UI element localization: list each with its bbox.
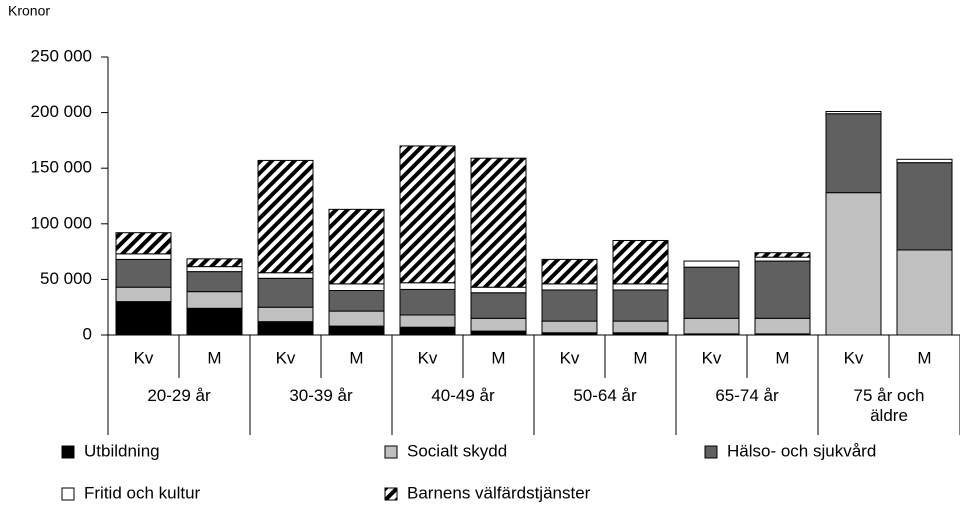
bar-segment	[186, 307, 243, 336]
legend-swatch	[61, 445, 75, 459]
bar-segment	[825, 110, 882, 115]
legend-label: Utbildning	[84, 441, 160, 460]
bar-segment	[541, 258, 598, 285]
group-label: 40-49 år	[431, 386, 495, 405]
bar-segment	[328, 283, 385, 292]
legend-label: Socialt skydd	[407, 441, 507, 460]
bar-segment	[470, 286, 527, 294]
bar-segment	[470, 317, 527, 332]
y-tick-label: 200 000	[31, 102, 92, 121]
x-tick-label: M	[633, 348, 647, 367]
bar-segment	[399, 282, 456, 290]
bar-segment	[115, 258, 172, 288]
bar-segment	[754, 252, 811, 258]
legend-label: Barnens välfärdstjänster	[407, 483, 591, 502]
y-tick-label: 150 000	[31, 158, 92, 177]
bar-segment	[825, 192, 882, 336]
y-tick-label: 250 000	[31, 46, 92, 65]
bar-segment	[541, 320, 598, 334]
legend-label: Hälso- och sjukvård	[727, 441, 876, 460]
y-tick-label: 100 000	[31, 213, 92, 232]
bar-segment	[257, 159, 314, 274]
bar-segment	[541, 289, 598, 322]
legend-swatch	[384, 445, 398, 459]
bar-segment	[257, 272, 314, 279]
bar-segment	[612, 283, 669, 291]
bar-segment	[115, 286, 172, 303]
bar-segment	[115, 232, 172, 255]
bar-segment	[257, 321, 314, 336]
bar-segment	[115, 301, 172, 336]
bar-segment	[896, 158, 953, 164]
x-tick-label: M	[349, 348, 363, 367]
group-label: 30-39 år	[289, 386, 353, 405]
bar-segment	[683, 266, 740, 319]
bar-segment	[754, 317, 811, 335]
bar-segment	[186, 258, 243, 268]
x-tick-label: M	[207, 348, 221, 367]
bar-segment	[541, 283, 598, 291]
group-label: 50-64 år	[573, 386, 637, 405]
x-tick-label: M	[491, 348, 505, 367]
bar-segment	[470, 330, 527, 336]
legend-label: Fritid och kultur	[84, 483, 201, 502]
bar-segment	[399, 288, 456, 316]
group-label: 75 år och äldre	[853, 386, 925, 425]
x-tick-label: Kv	[560, 348, 580, 367]
y-axis-label: Kronor	[8, 3, 50, 19]
bar-segment	[612, 289, 669, 322]
bar-segment	[257, 277, 314, 308]
bar-segment	[612, 239, 669, 285]
bar-segment	[754, 260, 811, 319]
bar-segment	[328, 208, 385, 285]
bar-segment	[328, 325, 385, 336]
y-tick-label: 50 000	[40, 269, 92, 288]
y-tick-label: 0	[83, 324, 92, 343]
bar-segment	[186, 266, 243, 273]
bar-segment	[328, 290, 385, 312]
bar-segment	[399, 326, 456, 336]
bar-segment	[470, 157, 527, 288]
legend-swatch	[61, 487, 75, 501]
bar-segment	[257, 306, 314, 323]
legend-swatch	[384, 487, 398, 501]
legend-swatch	[704, 445, 718, 459]
bar-segment	[470, 292, 527, 319]
x-tick-label: Kv	[134, 348, 154, 367]
bar-segment	[754, 256, 811, 262]
bar-segment	[328, 310, 385, 327]
bar-segment	[825, 113, 882, 194]
bar-segment	[399, 314, 456, 328]
bar-segment	[399, 145, 456, 284]
x-tick-label: M	[917, 348, 931, 367]
bar-segment	[683, 317, 740, 335]
bar-segment	[896, 249, 953, 336]
bar-segment	[896, 162, 953, 251]
bar-segment	[186, 291, 243, 309]
group-label: 65-74 år	[715, 386, 779, 405]
bar-segment	[115, 253, 172, 260]
x-tick-label: Kv	[844, 348, 864, 367]
bar-segment	[612, 320, 669, 334]
bar-segment	[186, 271, 243, 293]
x-tick-label: Kv	[702, 348, 722, 367]
x-tick-label: M	[775, 348, 789, 367]
x-tick-label: Kv	[418, 348, 438, 367]
bar-segment	[683, 260, 740, 268]
x-tick-label: Kv	[276, 348, 296, 367]
group-label: 20-29 år	[147, 386, 211, 405]
